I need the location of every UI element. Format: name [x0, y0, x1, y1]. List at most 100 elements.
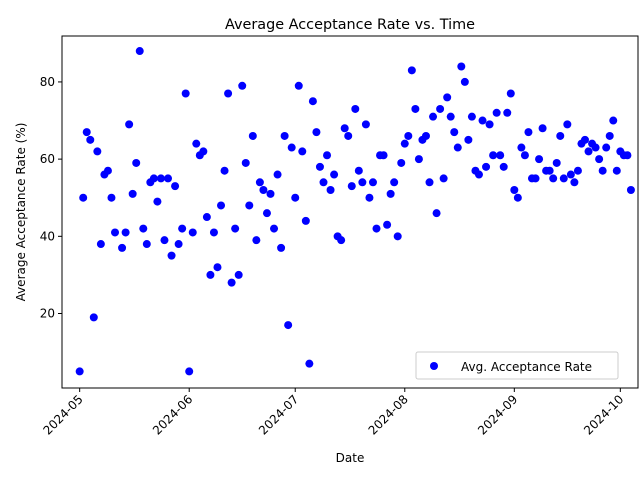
- data-point: [520, 151, 529, 160]
- data-point: [308, 97, 317, 106]
- data-point: [284, 321, 293, 330]
- data-point: [202, 213, 211, 222]
- data-point: [524, 128, 533, 137]
- data-point: [591, 143, 600, 152]
- data-point: [255, 178, 264, 187]
- legend-marker: [430, 362, 438, 370]
- data-point: [337, 236, 346, 245]
- data-point: [89, 313, 98, 322]
- data-point: [492, 108, 501, 117]
- data-point: [513, 193, 522, 202]
- data-point: [93, 147, 102, 156]
- chart-title: Average Acceptance Rate vs. Time: [225, 17, 475, 33]
- data-point: [414, 155, 423, 164]
- data-point: [294, 81, 303, 90]
- data-point: [390, 178, 399, 187]
- data-point: [538, 124, 547, 133]
- data-point: [248, 131, 257, 140]
- data-point: [262, 209, 271, 218]
- data-point: [213, 263, 222, 272]
- data-point: [432, 209, 441, 218]
- data-point: [238, 81, 247, 90]
- data-point: [245, 201, 254, 210]
- data-point: [188, 228, 197, 237]
- data-point: [96, 240, 105, 249]
- data-point: [404, 131, 413, 140]
- data-point: [421, 131, 430, 140]
- data-point: [135, 47, 144, 56]
- data-point: [86, 135, 95, 144]
- data-point: [379, 151, 388, 160]
- data-point: [354, 166, 363, 175]
- data-point: [298, 147, 307, 156]
- data-point: [563, 120, 572, 129]
- data-point: [517, 143, 526, 152]
- data-point: [107, 193, 116, 202]
- data-point: [118, 243, 127, 252]
- data-point: [457, 62, 466, 71]
- data-point: [489, 151, 498, 160]
- data-point: [436, 104, 445, 113]
- y-tick-label: 60: [40, 152, 55, 166]
- data-point: [217, 201, 226, 210]
- data-point: [139, 224, 148, 233]
- data-point: [125, 120, 134, 129]
- data-point: [623, 151, 632, 160]
- data-point: [368, 178, 377, 187]
- y-tick-label: 40: [40, 229, 55, 243]
- data-point: [312, 128, 321, 137]
- data-point: [82, 128, 91, 137]
- data-point: [570, 178, 579, 187]
- data-point: [227, 278, 236, 287]
- data-point: [482, 162, 491, 171]
- data-point: [142, 240, 151, 249]
- data-point: [386, 189, 395, 198]
- data-point: [149, 174, 158, 183]
- data-point: [234, 270, 243, 279]
- data-point: [171, 182, 180, 191]
- data-point: [266, 189, 275, 198]
- data-point: [411, 104, 420, 113]
- data-point: [425, 178, 434, 187]
- data-point: [365, 193, 374, 202]
- data-point: [626, 186, 635, 194]
- data-point: [446, 112, 455, 121]
- y-tick-label: 20: [40, 307, 55, 321]
- data-points: [75, 47, 635, 376]
- data-point: [79, 193, 88, 202]
- data-point: [121, 228, 130, 237]
- data-point: [383, 220, 392, 229]
- data-point: [450, 128, 459, 137]
- data-point: [224, 89, 233, 98]
- data-point: [506, 89, 515, 98]
- data-point: [326, 186, 335, 194]
- data-point: [199, 147, 208, 156]
- data-point: [128, 189, 137, 198]
- data-point: [485, 120, 494, 129]
- data-point: [609, 116, 618, 125]
- data-point: [181, 89, 190, 98]
- data-point: [287, 143, 296, 152]
- data-point: [496, 151, 505, 160]
- y-axis: 20 40 60 80: [40, 75, 62, 321]
- data-point: [559, 174, 568, 183]
- data-point: [531, 174, 540, 183]
- data-point: [549, 174, 558, 183]
- data-point: [351, 104, 360, 113]
- data-point: [464, 135, 473, 144]
- data-point: [474, 170, 483, 179]
- data-point: [595, 155, 604, 164]
- data-point: [566, 170, 575, 179]
- data-point: [241, 158, 250, 167]
- legend: Avg. Acceptance Rate: [415, 351, 619, 380]
- data-point: [330, 170, 339, 179]
- plot-area-frame: [61, 35, 639, 389]
- data-point: [270, 224, 279, 233]
- data-point: [612, 166, 621, 175]
- data-point: [315, 162, 324, 171]
- data-point: [103, 166, 112, 175]
- x-axis-label: Date: [336, 451, 365, 465]
- data-point: [192, 139, 201, 148]
- data-point: [510, 186, 519, 194]
